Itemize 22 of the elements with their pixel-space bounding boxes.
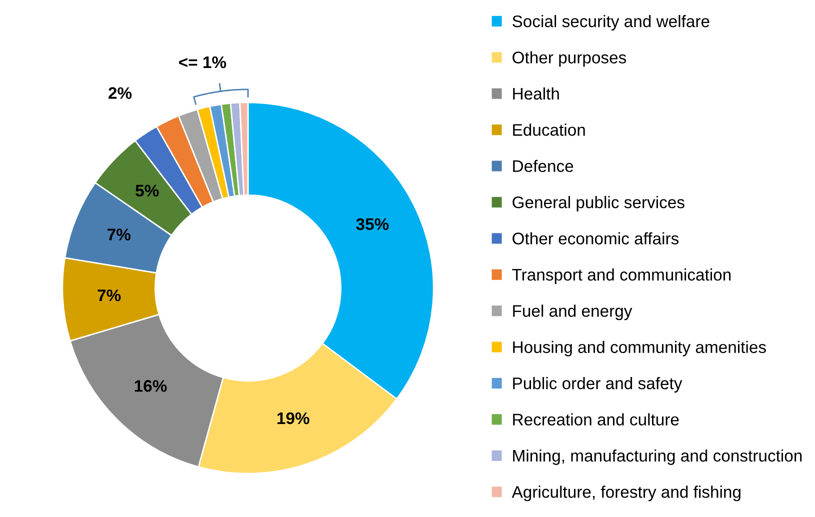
text: <= 1% bbox=[179, 56, 226, 68]
legend-label: Other economic affairs bbox=[512, 232, 679, 244]
legend-label: Fuel and energy bbox=[513, 304, 632, 320]
legend-label: Recreation and culture bbox=[513, 413, 679, 426]
data-label: 35% bbox=[356, 218, 389, 230]
legend-label: Other purposes bbox=[512, 51, 626, 67]
legend-label: Public order and safety bbox=[513, 377, 682, 393]
legend-label: Agriculture, forestry and fishing bbox=[512, 486, 740, 502]
data-label: 5% bbox=[136, 184, 159, 197]
data-label: 2% bbox=[108, 87, 132, 99]
legend-label: Education bbox=[513, 124, 585, 136]
data-label: 19% bbox=[277, 412, 310, 424]
data-label: 7% bbox=[108, 228, 131, 240]
legend-label: Transport and communication bbox=[512, 268, 731, 284]
legend-label: Defence bbox=[513, 160, 574, 172]
legend-label: Social security and welfare bbox=[512, 15, 710, 31]
legend-label: Housing and community amenities bbox=[513, 340, 766, 356]
legend-label: General public services bbox=[512, 196, 684, 212]
legend-label: Mining, manufacturing and construction bbox=[513, 449, 802, 465]
data-label: 7% bbox=[98, 289, 121, 302]
data-label: 16% bbox=[134, 380, 167, 392]
legend-label: Health bbox=[513, 87, 559, 100]
